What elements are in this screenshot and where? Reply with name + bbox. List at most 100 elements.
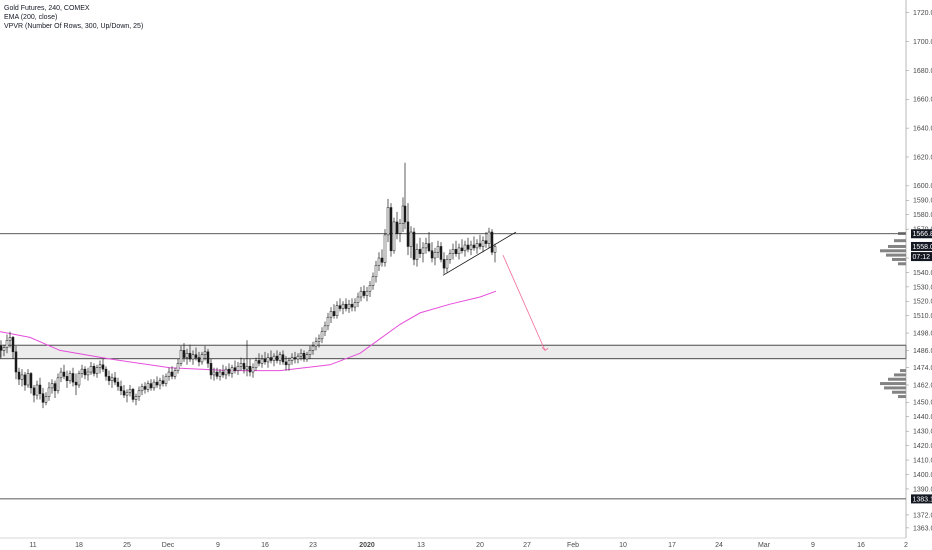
candle <box>362 285 366 299</box>
candle-body <box>47 387 51 397</box>
candle <box>466 237 470 253</box>
candle-body <box>65 376 69 381</box>
candle-body <box>335 305 339 316</box>
candle-body <box>478 243 482 247</box>
candle <box>119 380 123 396</box>
candle-body <box>236 366 240 371</box>
candle <box>299 348 303 361</box>
volume-bar <box>888 377 906 381</box>
candle <box>275 350 279 364</box>
candle-body <box>125 391 129 396</box>
candle <box>140 383 144 396</box>
candle <box>317 334 321 348</box>
candle <box>290 353 294 365</box>
candle-body <box>173 370 177 377</box>
candle <box>125 389 129 403</box>
candle-body <box>53 383 57 392</box>
candle-body <box>380 257 384 263</box>
candle-body <box>469 244 473 250</box>
candle <box>463 240 467 257</box>
y-tick-label: 1498.0 <box>913 330 932 337</box>
x-tick-label: 10 <box>619 542 627 549</box>
candle <box>134 393 138 406</box>
y-tick-label: 1700.0 <box>913 39 932 46</box>
ema-line <box>0 290 497 372</box>
candle-body <box>263 358 267 363</box>
candle-body <box>107 376 111 381</box>
candle-body <box>152 381 156 389</box>
candle-body <box>454 249 458 254</box>
candle <box>230 364 234 378</box>
candle-body <box>323 325 327 332</box>
candle <box>383 229 387 267</box>
candle <box>71 367 75 387</box>
candle <box>164 373 168 387</box>
candle-body <box>104 368 108 377</box>
candle <box>475 239 479 254</box>
candle-body <box>116 381 120 387</box>
candle <box>368 281 372 297</box>
candle-body <box>131 389 135 400</box>
price-label-bg <box>911 252 932 262</box>
candle-body <box>71 373 75 383</box>
candle <box>233 360 237 374</box>
candle <box>26 369 30 388</box>
candle <box>29 372 33 394</box>
candle-body <box>50 383 54 389</box>
candle-body <box>475 243 479 249</box>
candle-body <box>430 250 434 259</box>
candle-body <box>203 351 207 355</box>
candle <box>62 364 66 380</box>
candle <box>377 252 381 271</box>
candle-body <box>197 357 201 363</box>
candle <box>338 298 342 312</box>
candle-body <box>161 380 165 384</box>
x-tick-label: 13 <box>417 542 425 549</box>
candle-body <box>110 377 114 381</box>
candle <box>395 211 399 240</box>
candle <box>44 392 48 406</box>
candle <box>176 359 180 374</box>
candle-body <box>140 386 144 392</box>
y-tick-label: 1720.0 <box>913 10 932 17</box>
candle <box>409 226 413 259</box>
x-tick-label: Feb <box>567 542 579 549</box>
y-tick-label: 1520.0 <box>913 299 932 306</box>
candle <box>266 353 270 368</box>
candle-body <box>439 246 443 260</box>
candle <box>284 356 288 371</box>
candle-body <box>320 331 324 340</box>
y-tick-label: 1462.0 <box>913 382 932 389</box>
arrow-head <box>541 347 549 351</box>
x-tick-label: 16 <box>857 542 865 549</box>
y-tick-label: 1430.0 <box>913 429 932 436</box>
candle <box>389 203 393 257</box>
candle <box>146 380 150 393</box>
candle-body <box>242 363 246 370</box>
candle-body <box>182 350 186 358</box>
candle-body <box>11 337 15 353</box>
candle-body <box>481 240 485 247</box>
candle-body <box>472 244 476 249</box>
candle <box>149 379 153 391</box>
y-tick-label: 1450.0 <box>913 400 932 407</box>
price-label-bg <box>911 494 932 504</box>
candle <box>101 359 105 373</box>
volume-profile <box>880 231 906 399</box>
horizontal-levels <box>0 233 906 500</box>
x-tick-label: 17 <box>668 542 676 549</box>
time-axis[interactable]: 11 18 25 Dec 9 16 23 2020 13 20 27 Feb 10 17 24 Mar 9 16 2 <box>29 542 908 549</box>
candle <box>269 350 273 364</box>
candle-body <box>98 364 102 368</box>
candle <box>374 260 378 283</box>
candle <box>92 363 96 377</box>
candle <box>14 346 18 380</box>
candle-body <box>176 363 180 371</box>
x-tick-label: 2 <box>904 542 908 549</box>
candle-body <box>392 221 396 252</box>
candle-body <box>149 383 153 389</box>
candle-body <box>329 311 333 318</box>
candle-body <box>188 353 192 360</box>
